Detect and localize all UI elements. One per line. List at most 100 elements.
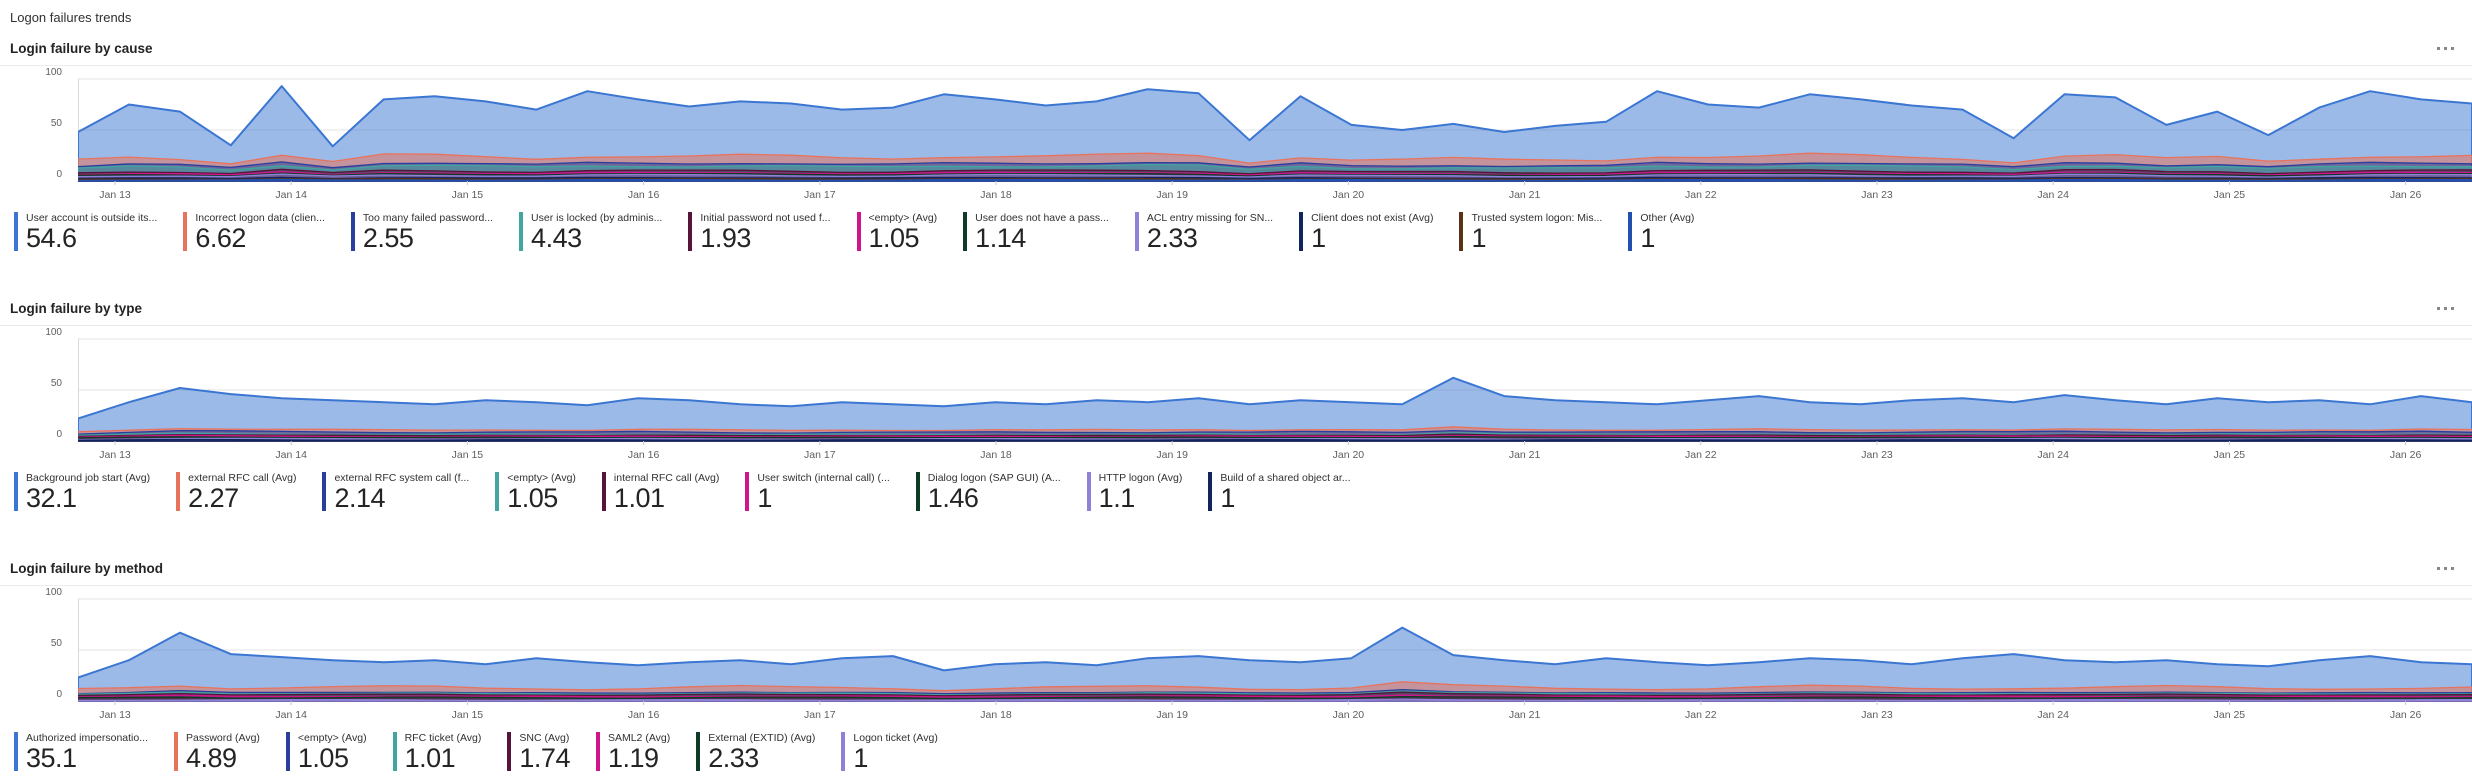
legend-item[interactable]: Incorrect logon data (clien... 6.62	[183, 212, 325, 252]
legend-color-bar	[1299, 212, 1304, 251]
legend-series-label: HTTP logon (Avg)	[1098, 472, 1183, 484]
legend-color-bar	[1134, 212, 1139, 251]
y-axis-label: 100	[45, 67, 62, 78]
legend-series-value: 4.43	[531, 223, 582, 253]
y-axis-label: 50	[50, 118, 62, 129]
legend-series-label: external RFC call (Avg)	[188, 472, 297, 484]
area-series	[78, 438, 2472, 442]
x-axis-label: Jan 16	[628, 449, 660, 461]
x-axis-label: Jan 14	[275, 189, 307, 201]
legend-item[interactable]: RFC ticket (Avg) 1.01	[392, 732, 481, 773]
legend-series-value: 1.46	[927, 483, 979, 513]
legend-color-bar	[1086, 472, 1091, 511]
legend-color-bar	[1628, 212, 1633, 251]
legend-color-bar	[14, 212, 18, 251]
x-axis-label: Jan 19	[1156, 189, 1188, 201]
legend-item[interactable]: User is locked (by adminis... 4.43	[519, 212, 663, 253]
legend-color-bar	[963, 212, 968, 251]
x-axis-label: Jan 15	[452, 709, 484, 721]
legend-series-label: Password (Avg)	[185, 732, 260, 744]
legend-series-value: 1	[1640, 223, 1655, 253]
legend-item[interactable]: External (EXTID) (Avg) 2.33	[696, 732, 815, 772]
x-axis-label: Jan 25	[2214, 449, 2246, 461]
chart-title: Login failure by method	[10, 561, 164, 576]
ellipsis-dot-icon	[2451, 307, 2454, 310]
legend-item[interactable]: SNC (Avg) 1.74	[507, 732, 570, 772]
legend-item[interactable]: Dialog logon (SAP GUI) (A... 1.46	[915, 472, 1061, 513]
legend-series-value: 1.93	[700, 223, 751, 253]
legend-item[interactable]: Trusted system logon: Mis... 1	[1459, 212, 1602, 252]
legend-color-bar	[601, 472, 606, 511]
legend-color-bar	[696, 732, 701, 771]
more-menu-button[interactable]	[2435, 43, 2456, 54]
legend-item[interactable]: Too many failed password... 2.55	[350, 212, 493, 252]
legend-item[interactable]: User switch (internal call) (... 1	[745, 472, 890, 512]
legend-color-bar	[688, 212, 693, 251]
legend-item[interactable]: <empty> (Avg) 1.05	[285, 732, 367, 772]
x-axis-label: Jan 20	[1333, 189, 1365, 201]
legend-item[interactable]: User does not have a pass... 1.14	[963, 212, 1109, 252]
legend-color-bar	[322, 472, 327, 511]
plot-row: 100 50 0 Jan 13 Jan 14 Jan 15 Jan 16 Jan 17 Jan…	[0, 585, 2472, 723]
more-menu-button[interactable]	[2435, 563, 2456, 574]
legend-series-label: Dialog logon (SAP GUI) (A...	[927, 472, 1061, 484]
chart-header: Login failure by type	[0, 301, 2472, 325]
legend-series-value: 1.1	[1098, 483, 1136, 513]
x-axis-label: Jan 20	[1333, 709, 1365, 721]
chart-section-login-failure-by-cause: Login failure by cause 100 50 0 Jan 13 Jan …	[0, 41, 2472, 259]
stacked-area-chart-by-method: Jan 13 Jan 14 Jan 15 Jan 16 Jan 17 Jan 18 Jan …	[78, 598, 2472, 721]
y-axis-label: 50	[50, 378, 62, 389]
legend-item[interactable]: internal RFC call (Avg) 1.01	[601, 472, 719, 512]
legend-series-value: 1.05	[868, 223, 920, 253]
y-axis-label: 100	[45, 327, 62, 338]
x-axis-label: Jan 17	[804, 709, 836, 721]
legend-item[interactable]: external RFC system call (f... 2.14	[322, 472, 469, 512]
chart-title: Login failure by type	[10, 301, 143, 316]
legend-series-value: 1.05	[507, 483, 558, 513]
x-axis-label: Jan 23	[1861, 709, 1893, 721]
ellipsis-dot-icon	[2444, 307, 2447, 310]
legend-item[interactable]: Client does not exist (Avg) 1	[1299, 212, 1433, 252]
y-axis: 100 50 0	[0, 586, 78, 723]
legend-item[interactable]: Initial password not used f... 1.93	[688, 212, 831, 253]
legend-item[interactable]: Other (Avg) 1	[1628, 212, 1694, 253]
legend-series-value: 2.27	[188, 483, 239, 513]
y-axis-label: 50	[50, 638, 62, 649]
legend-color-bar	[519, 212, 524, 251]
legend-item[interactable]: <empty> (Avg) 1.05	[495, 472, 576, 513]
legend-series-label: Build of a shared object ar...	[1220, 472, 1351, 484]
legend-series-label: Incorrect logon data (clien...	[195, 212, 325, 224]
legend-item[interactable]: ACL entry missing for SN... 2.33	[1134, 212, 1273, 252]
x-axis-label: Jan 20	[1333, 449, 1365, 461]
legend-color-bar	[350, 212, 355, 251]
legend-color-bar	[1459, 212, 1464, 251]
chart-legend: Background job start (Avg) 32.1 external R…	[0, 463, 2472, 519]
legend-series-value: 1.01	[404, 743, 456, 773]
legend-item[interactable]: HTTP logon (Avg) 1.1	[1086, 472, 1183, 513]
legend-item[interactable]: Build of a shared object ar... 1	[1208, 472, 1351, 512]
x-axis-label: Jan 18	[980, 189, 1012, 201]
legend-item[interactable]: SAML2 (Avg) 1.19	[595, 732, 670, 773]
y-axis-label: 0	[56, 169, 62, 180]
y-axis: 100 50 0	[0, 66, 78, 203]
legend-item[interactable]: Password (Avg) 4.89	[173, 732, 260, 772]
y-axis-label: 100	[45, 587, 62, 598]
x-axis-label: Jan 25	[2214, 709, 2246, 721]
ellipsis-dot-icon	[2437, 567, 2440, 570]
x-axis-label: Jan 24	[2037, 709, 2069, 721]
legend-item[interactable]: User account is outside its... 54.6	[14, 212, 157, 252]
legend-item[interactable]: external RFC call (Avg) 2.27	[176, 472, 297, 513]
legend-color-bar	[183, 212, 188, 251]
page-title: Logon failures trends	[10, 10, 132, 25]
legend-item[interactable]: Background job start (Avg) 32.1	[14, 472, 150, 512]
chart-header: Login failure by cause	[0, 41, 2472, 65]
legend-series-value: 1.19	[607, 743, 659, 773]
legend-series-label: User is locked (by adminis...	[531, 212, 663, 224]
legend-item[interactable]: Authorized impersonatio... 35.1	[14, 732, 148, 772]
legend-item[interactable]: <empty> (Avg) 1.05	[856, 212, 937, 253]
more-menu-button[interactable]	[2435, 303, 2456, 314]
legend-color-bar	[595, 732, 600, 771]
legend-item[interactable]: Logon ticket (Avg) 1	[841, 732, 938, 772]
legend-series-label: Initial password not used f...	[700, 212, 831, 224]
legend-series-label: User does not have a pass...	[975, 212, 1109, 224]
